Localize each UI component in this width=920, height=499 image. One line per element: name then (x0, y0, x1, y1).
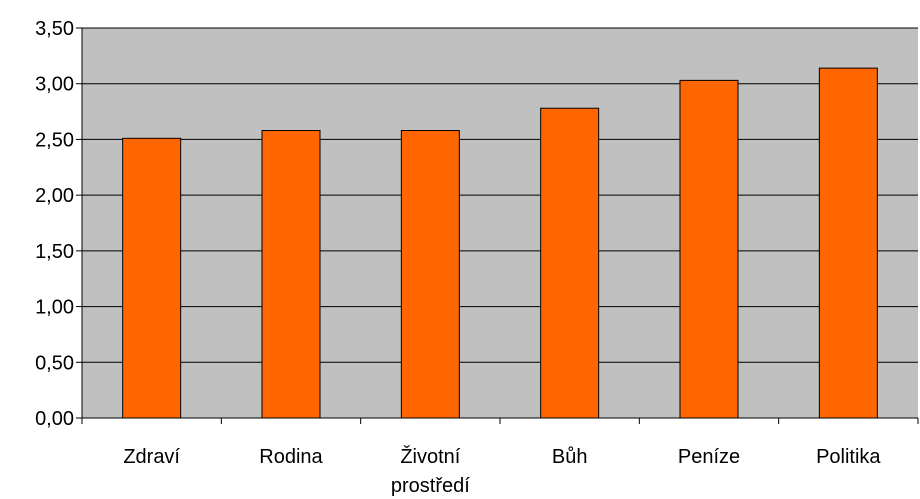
bar (818, 67, 878, 419)
y-tick-label: 3,00 (35, 74, 74, 96)
y-tick-label: 1,00 (35, 297, 74, 319)
x-tick-label: Peníze (678, 446, 740, 468)
y-axis-tick-labels: 0,00 0,50 1,00 1,50 2,00 2,50 3,00 3,50 (35, 18, 74, 430)
x-tick-label: Rodina (259, 446, 323, 468)
bar (540, 107, 600, 419)
x-tick-label: Bůh (552, 446, 588, 468)
y-tick-label: 1,50 (35, 241, 74, 263)
plot-area (82, 28, 918, 418)
y-tick-label: 2,00 (35, 185, 74, 207)
x-axis-tick-labels: Zdraví Rodina Životní prostředí Bůh Peníze Pol… (123, 445, 881, 497)
bar (679, 79, 739, 419)
y-tick-label: 0,00 (35, 408, 74, 430)
y-tick-label: 3,50 (35, 18, 74, 40)
bar (400, 130, 460, 419)
bars (122, 67, 878, 419)
y-tick-label: 0,50 (35, 352, 74, 374)
gridlines (82, 27, 918, 363)
x-tick-label: Životní prostředí (391, 445, 470, 497)
bar (122, 137, 182, 419)
y-tick-label: 2,50 (35, 129, 74, 151)
x-tick-label: Politika (816, 446, 881, 468)
bar (261, 130, 321, 419)
x-tick-label: Zdraví (123, 446, 180, 468)
axes (76, 27, 919, 424)
